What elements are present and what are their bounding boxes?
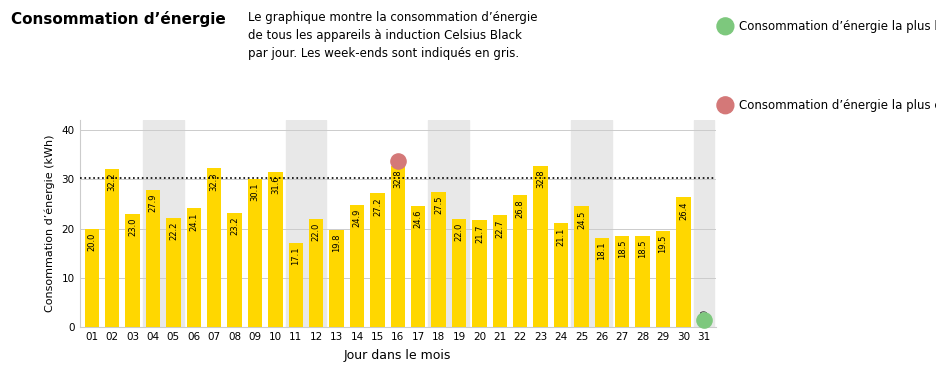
Bar: [411, 206, 425, 327]
Text: 18.5: 18.5: [638, 240, 647, 258]
Text: 32.3: 32.3: [210, 172, 219, 191]
Bar: [615, 236, 629, 327]
Bar: [167, 218, 181, 327]
Text: 0.0: 0.0: [700, 309, 709, 322]
Bar: [492, 215, 507, 327]
Point: [390, 158, 405, 164]
Text: 20.0: 20.0: [87, 233, 96, 251]
Text: 24.5: 24.5: [577, 211, 586, 229]
Bar: [125, 214, 139, 327]
Bar: [636, 236, 650, 327]
Text: 27.2: 27.2: [373, 197, 382, 215]
Bar: [429, 120, 469, 327]
Bar: [285, 120, 327, 327]
Text: Consommation d’énergie la plus élevée: Consommation d’énergie la plus élevée: [739, 99, 936, 112]
Bar: [656, 231, 670, 327]
Bar: [207, 168, 221, 327]
Text: 18.5: 18.5: [618, 240, 627, 258]
Text: 31.6: 31.6: [271, 176, 280, 194]
Bar: [146, 190, 160, 327]
Bar: [186, 208, 201, 327]
Bar: [534, 165, 548, 327]
Bar: [431, 192, 446, 327]
Text: Consommation d’énergie: Consommation d’énergie: [11, 11, 226, 27]
Text: 30.1: 30.1: [251, 183, 259, 202]
Text: 21.7: 21.7: [475, 224, 484, 243]
Bar: [390, 165, 405, 327]
Bar: [105, 168, 120, 327]
Bar: [143, 120, 183, 327]
Bar: [513, 195, 527, 327]
Text: 26.8: 26.8: [516, 199, 525, 218]
Text: 23.0: 23.0: [128, 218, 137, 236]
Bar: [694, 120, 714, 327]
Bar: [227, 213, 241, 327]
Bar: [571, 120, 612, 327]
Text: 24.6: 24.6: [414, 210, 423, 229]
Bar: [309, 219, 323, 327]
Bar: [554, 223, 568, 327]
Bar: [371, 193, 385, 327]
Bar: [269, 171, 283, 327]
Text: 22.0: 22.0: [312, 223, 321, 241]
Bar: [248, 179, 262, 327]
Text: 17.1: 17.1: [291, 247, 300, 265]
Text: 32.8: 32.8: [393, 170, 402, 188]
Text: 32.2: 32.2: [108, 173, 117, 191]
Bar: [575, 206, 589, 327]
Point: [696, 317, 711, 323]
Text: 22.7: 22.7: [495, 219, 505, 238]
Text: Consommation d’énergie la plus basse: Consommation d’énergie la plus basse: [739, 20, 936, 33]
Text: 19.8: 19.8: [332, 233, 341, 252]
Bar: [473, 220, 487, 327]
Text: 24.9: 24.9: [353, 208, 361, 227]
Text: 27.9: 27.9: [149, 194, 157, 212]
Text: 21.1: 21.1: [557, 227, 565, 246]
Text: 23.2: 23.2: [230, 217, 239, 235]
Bar: [676, 197, 691, 327]
Text: 24.1: 24.1: [189, 212, 198, 231]
Bar: [84, 229, 99, 327]
Bar: [329, 230, 344, 327]
Text: 26.4: 26.4: [679, 201, 688, 220]
Text: Le graphique montre la consommation d’énergie
de tous les appareils à induction : Le graphique montre la consommation d’én…: [248, 11, 537, 60]
Y-axis label: Consommation d’énergie (kWh): Consommation d’énergie (kWh): [44, 135, 54, 312]
Bar: [594, 238, 609, 327]
Text: 27.5: 27.5: [434, 196, 443, 214]
X-axis label: Jour dans le mois: Jour dans le mois: [344, 349, 451, 362]
Bar: [452, 219, 466, 327]
Text: 32.8: 32.8: [536, 170, 545, 188]
Bar: [350, 205, 364, 327]
Bar: [288, 243, 303, 327]
Text: 18.1: 18.1: [597, 242, 607, 261]
Text: 19.5: 19.5: [659, 235, 667, 253]
Text: 22.0: 22.0: [455, 223, 463, 241]
Text: 22.2: 22.2: [168, 222, 178, 240]
